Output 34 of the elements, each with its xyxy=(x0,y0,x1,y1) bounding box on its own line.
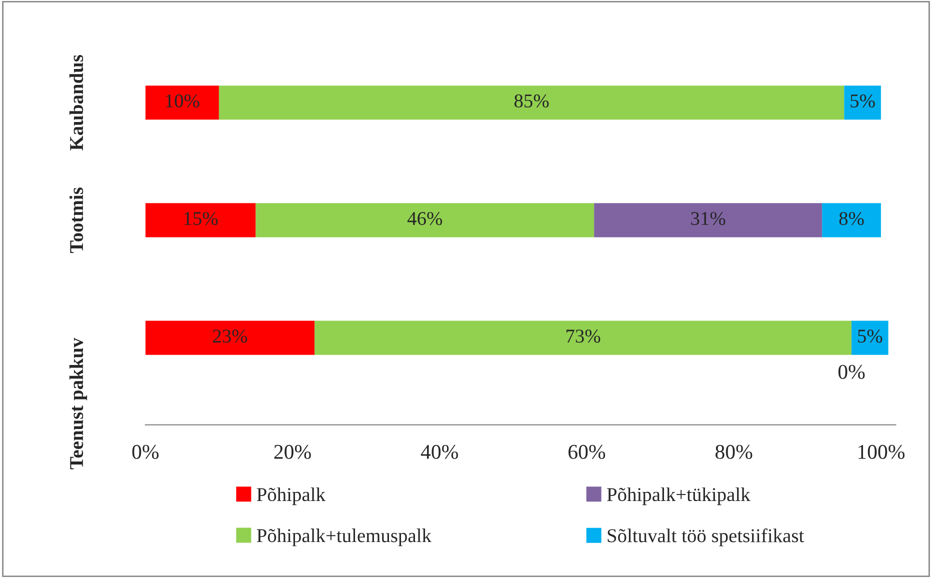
legend-label: Sõltuvalt töö spetsiifikast xyxy=(608,528,804,546)
legend-label: Põhipalk+tükipalk xyxy=(607,487,750,506)
x-tick-label: 0% xyxy=(132,444,159,460)
bar xyxy=(256,203,594,238)
bar xyxy=(145,86,219,120)
data-label: 23% xyxy=(213,330,248,343)
x-tick-label: 40% xyxy=(420,444,458,460)
x-tick-label: 20% xyxy=(274,444,311,460)
y-tick-label: Kaubandus xyxy=(69,54,84,150)
data-label: 8% xyxy=(839,212,864,226)
data-label: 0% xyxy=(838,364,865,379)
bar xyxy=(145,320,315,355)
bar xyxy=(822,203,881,238)
bar xyxy=(218,86,844,120)
data-label: 5% xyxy=(850,94,875,108)
bar xyxy=(145,203,256,238)
x-tick-label: 100% xyxy=(858,444,905,460)
data-label: 46% xyxy=(407,212,442,226)
data-label: 10% xyxy=(166,94,200,108)
data-label: 73% xyxy=(566,330,600,343)
data-label: 15% xyxy=(184,212,218,226)
data-label: 31% xyxy=(691,212,726,226)
bar xyxy=(852,320,888,355)
data-label: 85% xyxy=(514,94,549,108)
bar xyxy=(314,320,852,355)
y-tick-label: Teenust pakkuv xyxy=(69,338,88,470)
x-tick-label: 80% xyxy=(716,444,752,460)
data-label: 5% xyxy=(858,330,882,343)
x-tick-label: 60% xyxy=(568,444,606,460)
legend-label: Põhipalk xyxy=(256,487,326,506)
bar xyxy=(594,203,822,238)
bar xyxy=(844,86,881,120)
legend-label: Põhipalk+tulemuspalk xyxy=(256,528,432,546)
y-tick-label: Tootmis xyxy=(69,188,84,254)
